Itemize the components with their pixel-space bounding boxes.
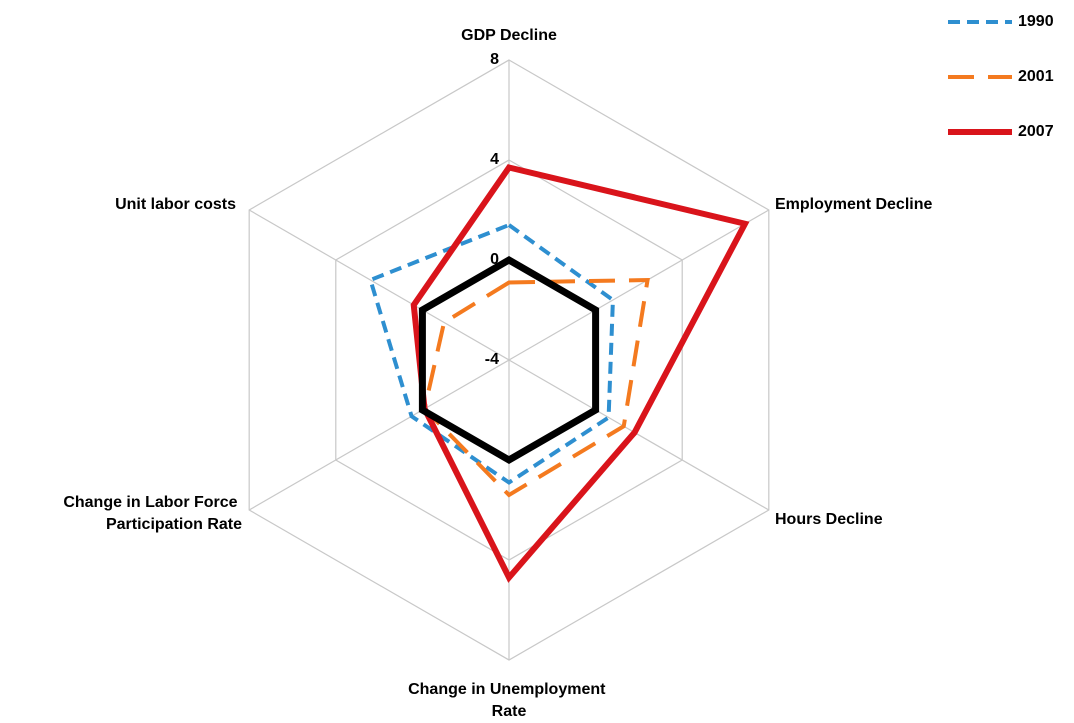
- spoke: [248, 209, 510, 361]
- category-label: Change in Unemployment Rate: [408, 681, 610, 720]
- series-line: [367, 222, 615, 485]
- category-label: Change in Labor Force Participation Rate: [63, 494, 242, 533]
- spoke: [508, 209, 770, 361]
- legend-label: 2001: [1018, 68, 1054, 85]
- spoke: [508, 359, 770, 511]
- tick-label: 0: [490, 251, 499, 268]
- tick-label: 8: [490, 51, 499, 68]
- tick-label: -4: [485, 351, 499, 368]
- spoke: [248, 359, 510, 511]
- zero-ring: [418, 255, 600, 465]
- category-label: Unit labor costs: [115, 196, 236, 213]
- category-label: Employment Decline: [775, 196, 932, 213]
- series-line: [422, 277, 650, 498]
- category-label: GDP Decline: [461, 27, 557, 44]
- legend-label: 2007: [1018, 123, 1054, 140]
- legend-label: 1990: [1018, 13, 1054, 30]
- tick-label: 4: [490, 151, 499, 168]
- category-label: Hours Decline: [775, 511, 883, 528]
- series-line: [410, 164, 750, 583]
